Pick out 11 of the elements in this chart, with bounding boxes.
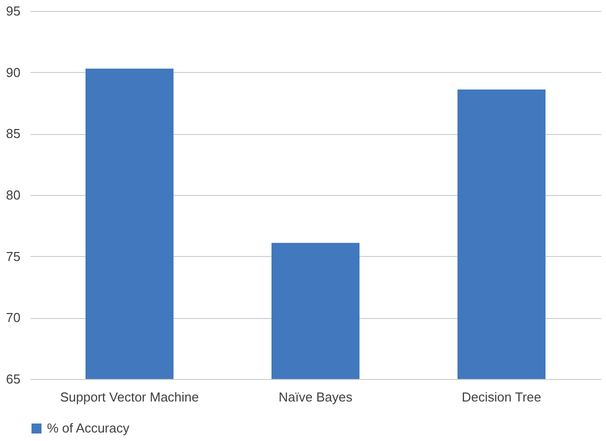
x-tick-label: Naïve Bayes bbox=[278, 390, 353, 404]
y-tick-label: 95 bbox=[6, 4, 20, 18]
y-tick-label: 75 bbox=[6, 248, 20, 264]
x-tick-label: Decision Tree bbox=[462, 390, 542, 404]
y-tick-label: 65 bbox=[6, 372, 20, 386]
legend-label: % of Accuracy bbox=[47, 420, 130, 436]
y-tick-label: 85 bbox=[6, 126, 20, 142]
x-tick-label: Support Vector Machine bbox=[60, 390, 199, 404]
y-tick-label: 80 bbox=[6, 188, 20, 202]
y-tick-label: 90 bbox=[6, 64, 20, 80]
y-tick-label: 70 bbox=[6, 310, 20, 326]
